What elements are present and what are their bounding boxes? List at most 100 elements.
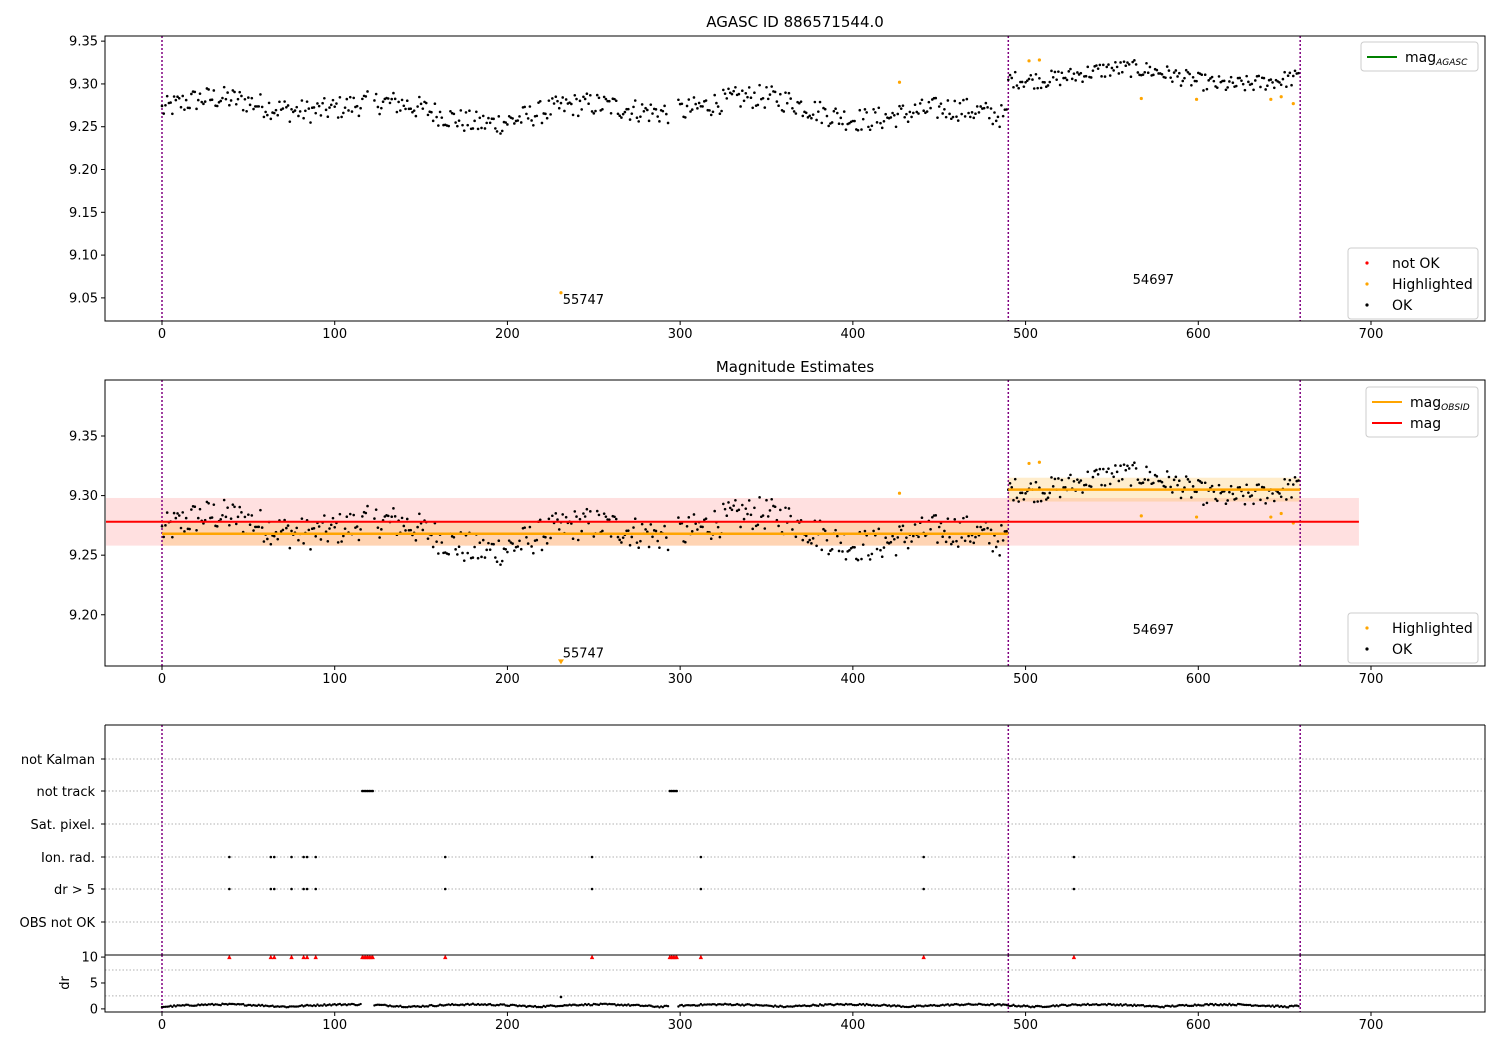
ok-point <box>278 100 281 104</box>
dr-point <box>1226 1003 1229 1007</box>
dr-point <box>666 1005 670 1008</box>
dr-point <box>805 1004 808 1008</box>
ok-point <box>248 103 252 107</box>
ok-point <box>1271 492 1274 495</box>
ok-point <box>222 85 226 89</box>
ok-point <box>376 526 380 529</box>
dr-point <box>1212 1004 1216 1007</box>
ok-point <box>279 530 283 533</box>
highlighted-point <box>1269 97 1273 101</box>
ok-point <box>302 542 305 545</box>
ok-point <box>784 91 787 94</box>
dr-point <box>862 1002 865 1006</box>
ok-point <box>329 103 333 107</box>
ok-point <box>870 124 874 128</box>
ok-point <box>1134 63 1138 66</box>
flag-point <box>314 855 318 859</box>
dr-point <box>400 1005 404 1009</box>
ok-point <box>810 116 813 120</box>
ok-point <box>1231 81 1235 85</box>
ok-point <box>1036 86 1039 90</box>
ok-point <box>618 114 621 117</box>
ok-point <box>228 523 231 527</box>
ok-point <box>200 100 204 104</box>
ok-point <box>896 112 900 116</box>
ok-point <box>297 538 300 542</box>
ok-point <box>409 528 413 532</box>
ok-point <box>500 559 504 563</box>
dr-point <box>716 1003 720 1006</box>
ok-point <box>766 97 770 101</box>
ok-point <box>594 109 597 113</box>
dr-point <box>661 1005 665 1009</box>
legend-box <box>1365 386 1479 438</box>
ok-point <box>247 96 250 99</box>
ok-point <box>1117 72 1121 75</box>
ok-point <box>1024 492 1027 495</box>
ok-point <box>290 529 293 533</box>
ok-point <box>1203 481 1207 485</box>
ok-point <box>791 106 794 110</box>
ok-point <box>405 99 409 103</box>
ok-point <box>744 91 748 95</box>
ok-point <box>388 101 392 105</box>
x-tick-label: 400 <box>840 1018 865 1033</box>
dr-point <box>680 1003 684 1007</box>
ok-point <box>1048 491 1052 495</box>
ok-point <box>1114 464 1117 467</box>
ok-point <box>210 516 214 519</box>
ok-point <box>770 497 773 501</box>
ok-point <box>782 110 786 113</box>
dr-point <box>533 1004 537 1008</box>
dr-point <box>988 1004 991 1007</box>
ok-point <box>1131 60 1134 64</box>
ok-point <box>972 116 976 120</box>
ok-point <box>836 534 839 538</box>
ok-point <box>234 102 238 106</box>
flag-point <box>314 887 318 891</box>
dr-point <box>418 1005 421 1008</box>
ok-point <box>381 100 385 104</box>
ok-point <box>627 107 630 111</box>
y-tick-label: 10 <box>81 951 98 966</box>
ok-point <box>830 121 834 124</box>
ok-point <box>435 115 438 119</box>
highlighted-point <box>1279 511 1283 516</box>
ok-point <box>390 97 394 101</box>
flag-point <box>1072 855 1076 859</box>
ok-point <box>494 127 497 130</box>
legend-label: mag <box>1410 416 1441 432</box>
ok-point <box>352 96 356 100</box>
ok-point <box>350 110 354 113</box>
ok-point <box>269 117 273 121</box>
ok-point <box>471 127 475 130</box>
ok-point <box>238 90 242 94</box>
ok-point <box>343 106 347 109</box>
ok-point <box>870 552 874 556</box>
y-tick-label: 9.35 <box>69 430 98 445</box>
ok-point <box>207 88 210 91</box>
ok-point <box>994 545 998 549</box>
ok-point <box>1086 65 1090 69</box>
dr-point <box>763 1004 766 1007</box>
ok-point <box>1152 73 1155 77</box>
ok-point <box>708 109 711 112</box>
ok-point <box>507 539 511 542</box>
flag-row-label: not track <box>36 785 95 800</box>
x-tick-label: 400 <box>840 327 865 342</box>
ok-point <box>511 117 514 120</box>
ok-point <box>943 529 946 533</box>
panel-1-title: AGASC ID 886571544.0 <box>706 13 884 31</box>
ok-point <box>1050 69 1053 73</box>
dr-point <box>950 1003 953 1006</box>
ok-point <box>1105 65 1109 69</box>
ok-point <box>1160 480 1164 484</box>
ok-point <box>563 109 566 113</box>
ok-point <box>1048 80 1052 84</box>
ok-point <box>1217 483 1221 487</box>
ok-point <box>844 128 848 131</box>
dr-point <box>1096 1003 1100 1007</box>
ok-point <box>495 560 499 564</box>
ok-point <box>730 92 734 96</box>
ok-point <box>1032 500 1036 504</box>
